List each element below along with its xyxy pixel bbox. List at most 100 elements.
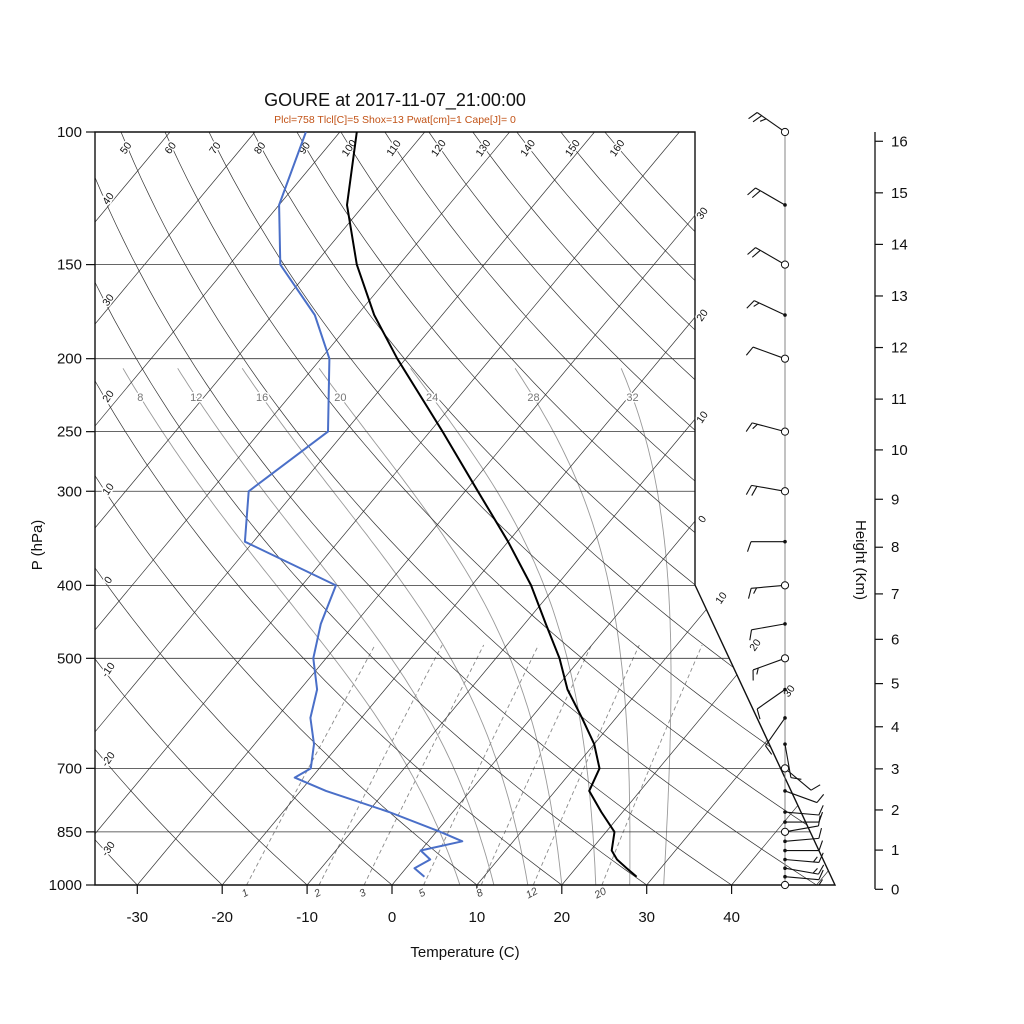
dry-adiabat <box>560 132 835 885</box>
wind-barb-tick <box>749 629 753 641</box>
dry-adiabat <box>95 132 732 885</box>
height-tick-label: 11 <box>891 391 907 408</box>
wind-barb-tick <box>748 112 758 120</box>
height-tick-label: 5 <box>891 676 899 693</box>
mandatory-level-circle <box>780 127 790 137</box>
mandatory-level-circle <box>780 354 790 363</box>
diagonal-edge-isotherm-label: 10 <box>713 590 730 607</box>
pressure-tick-label: 400 <box>57 577 82 594</box>
isotherm-line <box>476 132 835 885</box>
wind-barb-tick <box>752 423 758 430</box>
plot-border <box>94 131 837 886</box>
dry-adiabat-label: 0 <box>102 574 115 586</box>
dry-adiabat <box>428 132 835 885</box>
isotherm-line <box>95 132 171 885</box>
wind-barb-tick <box>818 811 824 823</box>
dry-adiabat <box>95 132 647 885</box>
isotherm-line <box>95 132 510 885</box>
wind-barb-staff <box>784 876 819 881</box>
pressure-tick-label: 150 <box>57 257 82 274</box>
dry-adiabat-label: 30 <box>100 292 117 309</box>
wind-barb-tick <box>753 587 758 594</box>
dry-adiabat <box>604 132 835 885</box>
moist-adiabat-label: 8 <box>137 392 143 404</box>
wind-barb-tick <box>790 777 802 780</box>
dry-adiabat-label: 110 <box>384 138 404 159</box>
dry-adiabat <box>472 132 835 885</box>
height-tick-label: 4 <box>891 719 899 736</box>
moist-adiabat <box>122 368 461 885</box>
height-tick-label: 14 <box>891 236 908 253</box>
background-grid <box>95 132 835 885</box>
wind-barb-tick <box>745 485 752 495</box>
mixing-ratio-line <box>363 644 485 885</box>
isotherm-line <box>95 132 256 885</box>
dewpoint-curve <box>243 132 464 878</box>
wind-barb-tick <box>818 864 825 875</box>
pressure-tick-label: 700 <box>57 760 82 777</box>
dry-adiabat-label: 50 <box>118 140 135 157</box>
dry-adiabat <box>164 132 835 885</box>
dry-adiabat-label: -10 <box>99 660 118 679</box>
isotherm-line <box>95 132 595 885</box>
wind-barb-tick <box>756 667 759 675</box>
temperature-tick-label: 40 <box>723 909 740 926</box>
dry-adiabat <box>95 132 308 885</box>
temperature-tick-label: 30 <box>638 909 655 926</box>
sounding-curves <box>243 132 638 878</box>
mandatory-level-circle <box>780 487 790 496</box>
wind-barb-tick <box>812 867 818 874</box>
wind-barb-staff <box>784 790 818 804</box>
height-tick-label: 16 <box>891 133 908 150</box>
dry-adiabat-label: 40 <box>100 190 117 207</box>
mandatory-level-circle <box>780 827 790 836</box>
isotherm-line <box>221 132 835 885</box>
wind-barb-tick <box>746 541 752 552</box>
height-axis-title: Height (Km) <box>852 520 869 600</box>
wind-barb-staff <box>751 484 786 492</box>
moist-adiabat-label: 16 <box>256 392 268 404</box>
moist-adiabat-label: 20 <box>334 392 346 404</box>
height-tick-label: 9 <box>891 491 899 508</box>
wind-barb-tick <box>818 827 823 839</box>
wind-barb-staff <box>752 657 786 671</box>
dry-adiabat-label: -20 <box>99 750 118 769</box>
wind-barb-tick <box>818 879 823 886</box>
wind-barb-staff <box>784 858 819 864</box>
right-edge-isotherm-label: 20 <box>694 307 711 324</box>
mixing-ratio-line <box>246 644 376 885</box>
wind-barb-tick <box>812 856 818 863</box>
mixing-ratio-line <box>532 644 640 885</box>
temperature-tick-label: 20 <box>553 909 570 926</box>
dry-adiabat <box>95 132 478 885</box>
pressure-axis-title: P (hPa) <box>29 520 46 571</box>
dry-adiabat-label: 70 <box>207 140 224 157</box>
dry-adiabat <box>95 132 563 885</box>
mandatory-level-circle <box>780 654 790 663</box>
height-tick-label: 7 <box>891 586 899 603</box>
wind-barb-staff <box>751 584 786 589</box>
wind-barb-staff <box>784 825 819 833</box>
wind-barb-tick <box>818 840 824 851</box>
isotherm-line <box>646 132 835 885</box>
dry-adiabat-label: 120 <box>429 138 449 159</box>
wind-barb-staff <box>784 811 819 816</box>
moist-adiabat-label: 12 <box>190 392 202 404</box>
pressure-tick-label: 100 <box>57 124 82 141</box>
dry-adiabat <box>95 132 223 885</box>
dry-adiabat-label: 10 <box>100 481 117 498</box>
wind-barb-staff <box>752 422 786 433</box>
dry-adiabat-label: 80 <box>252 140 269 157</box>
isotherm-line <box>391 132 835 885</box>
dry-adiabat <box>120 132 817 885</box>
moist-adiabat <box>177 368 495 885</box>
wind-barb-staff <box>751 623 786 631</box>
pressure-tick-label: 300 <box>57 483 82 500</box>
height-tick-label: 15 <box>891 185 908 202</box>
right-edge-isotherm-label: 0 <box>696 513 709 525</box>
height-tick-label: 2 <box>891 802 899 819</box>
mixing-ratio-line <box>601 644 703 885</box>
wind-barb-staff <box>755 187 786 206</box>
wind-barb-staff <box>784 867 819 875</box>
temperature-tick-label: -20 <box>211 909 233 926</box>
